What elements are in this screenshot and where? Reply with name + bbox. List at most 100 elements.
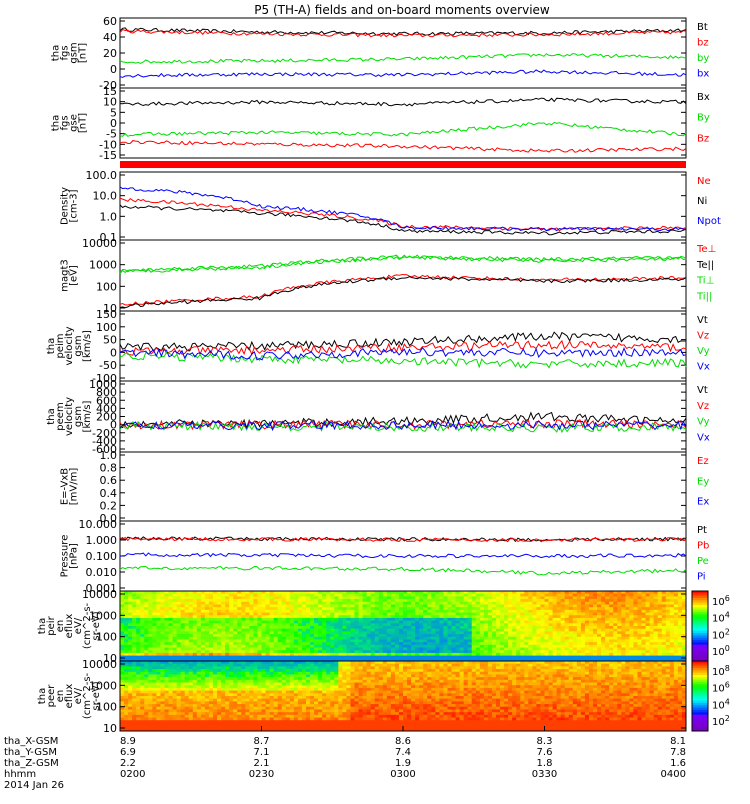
spectrogram-cell bbox=[310, 653, 314, 656]
spectrogram-cell bbox=[266, 642, 270, 645]
spectrogram-cell bbox=[144, 672, 148, 675]
spectrogram-cell bbox=[637, 623, 641, 626]
spectrogram-cell bbox=[549, 634, 553, 637]
spectrogram-cell bbox=[617, 631, 621, 634]
spectrogram-cell bbox=[516, 615, 520, 618]
spectrogram-cell bbox=[237, 650, 241, 653]
spectrogram-cell bbox=[662, 653, 666, 656]
spectrogram-cell bbox=[217, 642, 221, 645]
spectrogram-cell bbox=[201, 653, 205, 656]
spectrogram-cell bbox=[359, 594, 363, 597]
spectrogram-cell bbox=[460, 677, 464, 680]
spectrogram-cell bbox=[460, 602, 464, 605]
spectrogram-cell bbox=[136, 623, 140, 626]
spectrogram-cell bbox=[419, 648, 423, 651]
spectrogram-cell bbox=[524, 653, 528, 656]
spectrogram-cell bbox=[173, 666, 177, 669]
spectrogram-cell bbox=[625, 615, 629, 618]
spectrogram-cell bbox=[249, 637, 253, 640]
spectrogram-cell bbox=[322, 594, 326, 597]
spectrogram-cell bbox=[160, 634, 164, 637]
spectrogram-cell bbox=[662, 664, 666, 667]
spectrogram-cell bbox=[540, 639, 544, 642]
spectrogram-cell bbox=[257, 610, 261, 613]
spectrogram-cell bbox=[488, 650, 492, 653]
spectrogram-cell bbox=[557, 599, 561, 602]
spectrogram-cell bbox=[132, 639, 136, 642]
spectrogram-cell bbox=[391, 645, 395, 648]
legend-entry: Vt bbox=[697, 315, 708, 326]
spectrogram-cell bbox=[621, 623, 625, 626]
spectrogram-cell bbox=[229, 607, 233, 610]
spectrogram-cell bbox=[504, 639, 508, 642]
spectrogram-cell bbox=[229, 629, 233, 632]
spectrogram-cell bbox=[504, 634, 508, 637]
spectrogram-cell bbox=[662, 615, 666, 618]
spectrogram-cell bbox=[233, 677, 237, 680]
spectrogram-cell bbox=[249, 650, 253, 653]
spectrogram-cell bbox=[625, 666, 629, 669]
spectrogram-cell bbox=[589, 613, 593, 616]
spectrogram-cell bbox=[678, 672, 682, 675]
spectrogram-cell bbox=[367, 666, 371, 669]
spectrogram-cell bbox=[169, 607, 173, 610]
spectrogram-cell bbox=[144, 613, 148, 616]
spectrogram-cell bbox=[662, 602, 666, 605]
spectrogram-cell bbox=[658, 621, 662, 624]
spectrogram-cell bbox=[302, 642, 306, 645]
spectrogram-cell bbox=[286, 664, 290, 667]
spectrogram-cell bbox=[209, 607, 213, 610]
spectrogram-cell bbox=[545, 607, 549, 610]
spectrogram-cell bbox=[577, 674, 581, 677]
spectrogram-cell bbox=[407, 613, 411, 616]
spectrogram-cell bbox=[423, 626, 427, 629]
spectrogram-cell bbox=[156, 607, 160, 610]
spectrogram-cell bbox=[601, 664, 605, 667]
spectrogram-cell bbox=[193, 621, 197, 624]
spectrogram-cell bbox=[524, 615, 528, 618]
spectrogram-cell bbox=[452, 650, 456, 653]
spectrogram-cell bbox=[646, 599, 650, 602]
spectrogram-cell bbox=[540, 672, 544, 675]
spectrogram-cell bbox=[637, 621, 641, 624]
spectrogram-cell bbox=[302, 680, 306, 683]
spectrogram-cell bbox=[431, 615, 435, 618]
y-tick-label: 60 bbox=[103, 15, 117, 28]
spectrogram-cell bbox=[201, 666, 205, 669]
y-tick-label: 10.0 bbox=[93, 190, 118, 203]
spectrogram-cell bbox=[492, 623, 496, 626]
spectrogram-cell bbox=[423, 680, 427, 683]
spectrogram-cell bbox=[545, 664, 549, 667]
spectrogram-cell bbox=[177, 613, 181, 616]
spectrogram-cell bbox=[383, 621, 387, 624]
spectrogram-cell bbox=[557, 637, 561, 640]
spectrogram-cell bbox=[225, 615, 229, 618]
spectrogram-cell bbox=[581, 634, 585, 637]
spectrogram-cell bbox=[565, 631, 569, 634]
spectrogram-cell bbox=[286, 623, 290, 626]
spectrogram-cell bbox=[144, 650, 148, 653]
spectrogram-cell bbox=[407, 621, 411, 624]
spectrogram-cell bbox=[334, 653, 338, 656]
spectrogram-cell bbox=[221, 613, 225, 616]
spectrogram-cell bbox=[120, 677, 124, 680]
spectrogram-cell bbox=[553, 634, 557, 637]
spectrogram-cell bbox=[476, 618, 480, 621]
spectrogram-cell bbox=[585, 602, 589, 605]
spectrogram-cell bbox=[334, 672, 338, 675]
spectrogram-cell bbox=[338, 626, 342, 629]
spectrogram-cell bbox=[439, 615, 443, 618]
spectrogram-cell bbox=[629, 653, 633, 656]
spectrogram-cell bbox=[201, 672, 205, 675]
spectrogram-cell bbox=[520, 602, 524, 605]
spectrogram-cell bbox=[545, 637, 549, 640]
spectrogram-cell bbox=[411, 615, 415, 618]
spectrogram-cell bbox=[177, 656, 181, 659]
spectrogram-cell bbox=[173, 674, 177, 677]
spectrogram-cell bbox=[221, 615, 225, 618]
spectrogram-cell bbox=[633, 650, 637, 653]
spectrogram-cell bbox=[540, 623, 544, 626]
spectrogram-cell bbox=[585, 637, 589, 640]
spectrogram-cell bbox=[205, 596, 209, 599]
spectrogram-cell bbox=[290, 648, 294, 651]
